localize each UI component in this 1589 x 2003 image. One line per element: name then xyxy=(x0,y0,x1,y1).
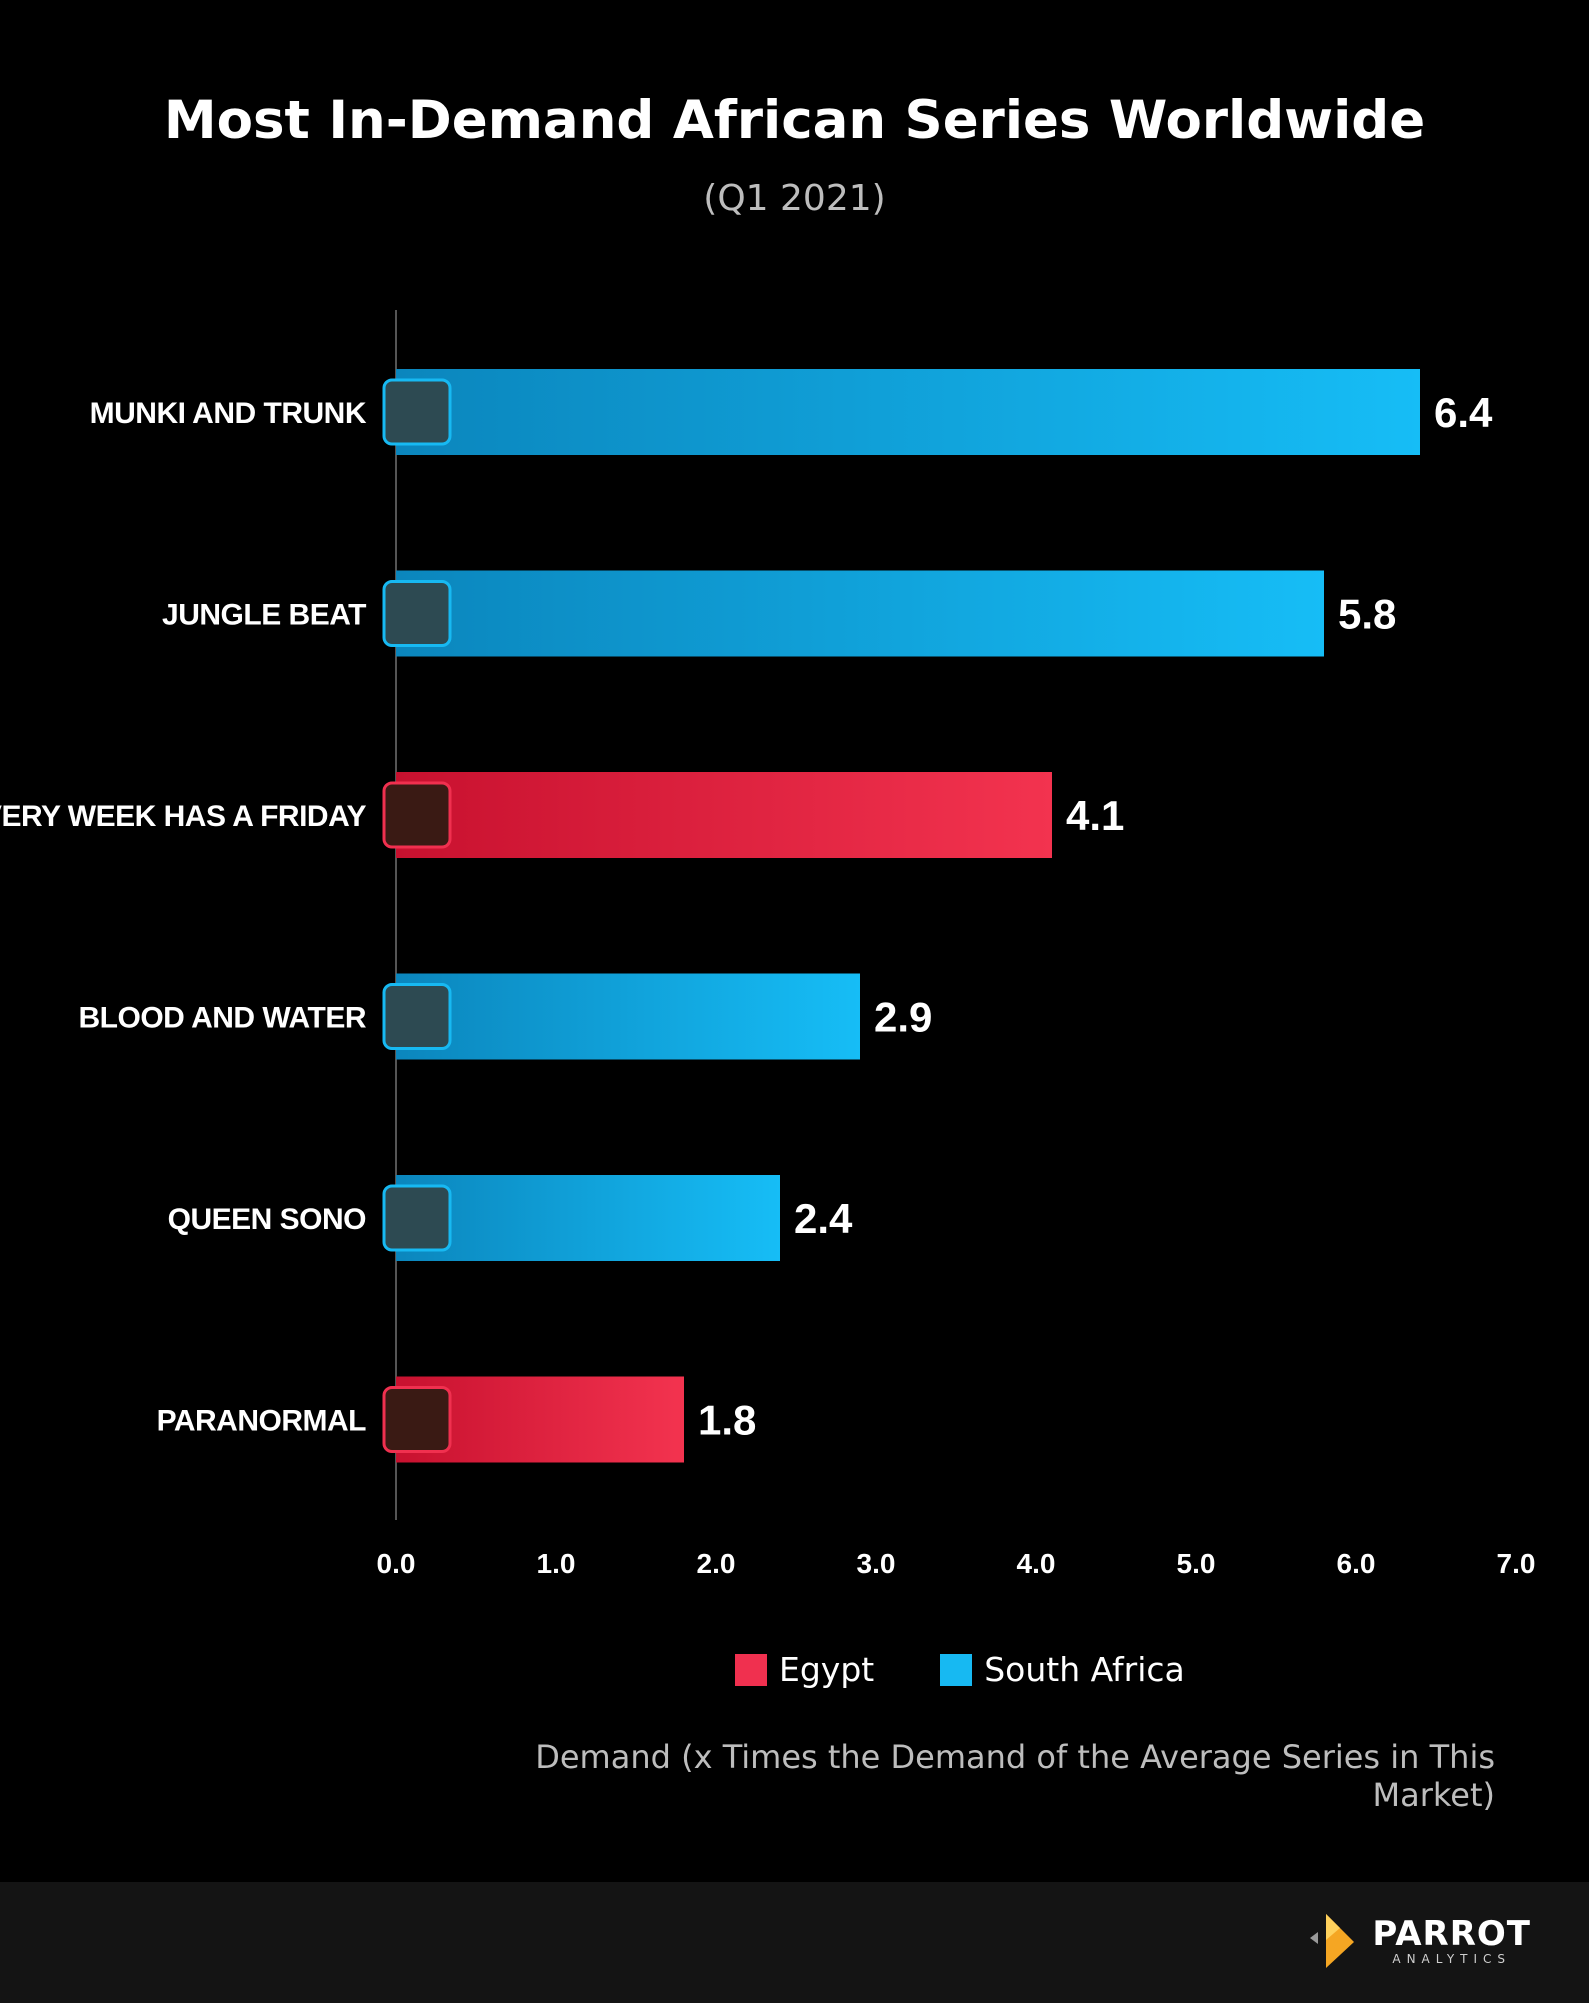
bar-munki-and-trunk xyxy=(396,369,1420,455)
value-label-queen-sono: 2.4 xyxy=(794,1195,853,1242)
legend-swatch-egypt xyxy=(735,1653,767,1686)
legend-item-south-africa: South Africa xyxy=(940,1650,1185,1689)
value-label-paranormal: 1.8 xyxy=(698,1397,756,1444)
bar-every-week-has-a-friday xyxy=(396,772,1052,858)
category-label-queen-sono: QUEEN SONO xyxy=(168,1203,367,1236)
legend-item-egypt: Egypt xyxy=(735,1650,874,1689)
bar-blood-and-water xyxy=(396,973,860,1060)
parrot-logo-icon xyxy=(1310,1914,1355,1968)
thumbnail-queen-sono xyxy=(382,1184,452,1252)
value-label-every-week-has-a-friday: 4.1 xyxy=(1066,792,1124,839)
brand-subtitle: ANALYTICS xyxy=(1392,1952,1512,1966)
legend: Egypt South Africa xyxy=(735,1650,1251,1689)
x-tick-label: 2.0 xyxy=(697,1548,736,1579)
category-label-every-week-has-a-friday: EVERY WEEK HAS A FRIDAY xyxy=(0,800,366,833)
parrot-analytics-logo: PARROT ANALYTICS xyxy=(1306,1910,1531,1970)
brand-name: PARROT xyxy=(1372,1914,1531,1954)
thumbnail-paranormal xyxy=(382,1386,452,1453)
x-tick-label: 1.0 xyxy=(537,1548,576,1579)
category-label-blood-and-water: BLOOD AND WATER xyxy=(79,1002,367,1035)
chart-subtitle: (Q1 2021) xyxy=(703,178,886,219)
legend-label-south-africa: South Africa xyxy=(984,1650,1185,1689)
chart-title: Most In-Demand African Series Worldwide xyxy=(163,90,1426,151)
thumbnail-blood-and-water xyxy=(382,983,452,1050)
thumbnail-munki-and-trunk xyxy=(382,378,452,446)
value-label-blood-and-water: 2.9 xyxy=(874,994,932,1041)
value-label-jungle-beat: 5.8 xyxy=(1338,591,1396,638)
thumbnail-every-week-has-a-friday xyxy=(382,781,452,849)
x-tick-label: 5.0 xyxy=(1177,1548,1216,1579)
category-label-paranormal: PARANORMAL xyxy=(157,1405,367,1438)
bar-chart: MUNKI AND TRUNK 6.4 JUNGLE BEAT 5.8 EVERY WE… xyxy=(0,310,1536,1579)
value-label-munki-and-trunk: 6.4 xyxy=(1434,389,1493,436)
legend-swatch-south-africa xyxy=(940,1653,973,1686)
thumbnail-jungle-beat xyxy=(382,580,452,647)
x-tick-label: 3.0 xyxy=(857,1548,896,1579)
bar-jungle-beat xyxy=(396,570,1324,657)
category-label-munki-and-trunk: MUNKI AND TRUNK xyxy=(90,397,367,430)
x-axis-title: Demand (x Times the Demand of the Averag… xyxy=(535,1738,1495,1814)
footer-bar xyxy=(0,1882,1589,2003)
legend-label-egypt: Egypt xyxy=(779,1650,875,1689)
x-tick-label: 6.0 xyxy=(1337,1548,1376,1579)
x-tick-label: 7.0 xyxy=(1497,1548,1536,1579)
x-tick-label: 0.0 xyxy=(377,1548,416,1579)
x-tick-label: 4.0 xyxy=(1017,1548,1056,1579)
category-label-jungle-beat: JUNGLE BEAT xyxy=(162,599,366,632)
bar-queen-sono xyxy=(396,1175,780,1261)
